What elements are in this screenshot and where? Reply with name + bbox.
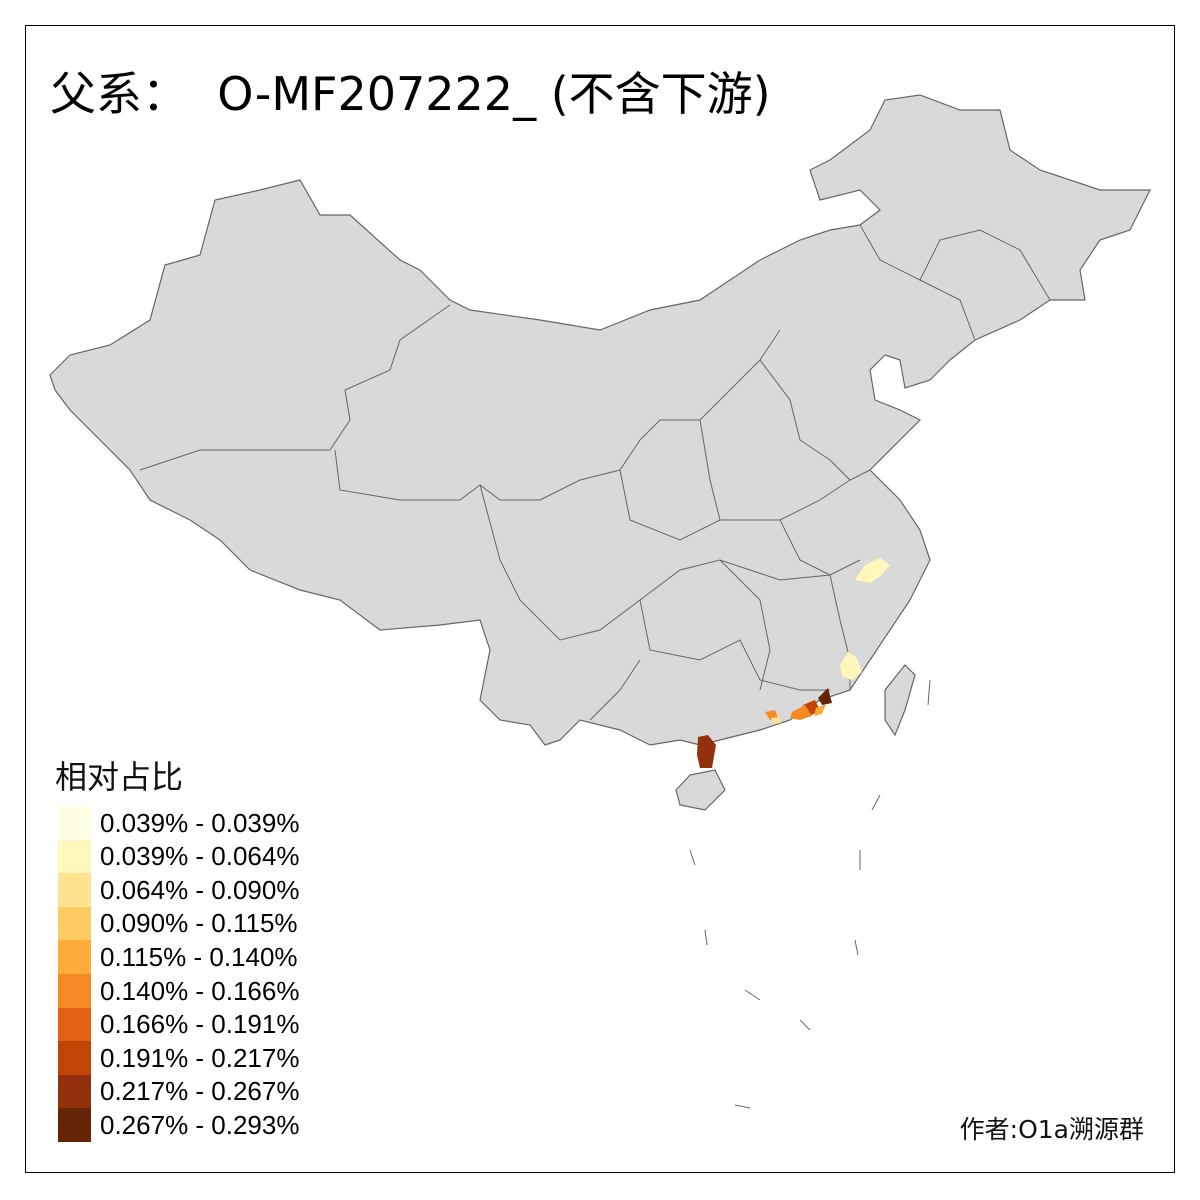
legend-item: 0.191% - 0.217%	[58, 1041, 300, 1076]
legend-item: 0.039% - 0.039%	[58, 806, 299, 840]
legend-swatch	[58, 839, 91, 874]
region-huizhou	[790, 705, 812, 720]
author-credit: 作者:O1a溯源群	[959, 1115, 1144, 1144]
province-borders	[139, 224, 1051, 721]
legend-label: 0.267% - 0.293%	[100, 1109, 300, 1140]
legend-label: 0.217% - 0.267%	[100, 1076, 300, 1107]
legend-title: 相对占比	[55, 758, 184, 796]
china-mainland	[49, 94, 1151, 746]
legend-item: 0.166% - 0.191%	[58, 1007, 300, 1042]
legend-label: 0.064% - 0.090%	[100, 874, 300, 905]
legend-swatch	[58, 1108, 91, 1143]
legend-swatch	[58, 1007, 91, 1042]
taiwan-island	[884, 664, 916, 737]
legend-label: 0.140% - 0.166%	[100, 975, 300, 1006]
legend-item: 0.267% - 0.293%	[58, 1108, 300, 1143]
legend-swatch	[58, 906, 91, 941]
legend-swatch	[58, 806, 91, 840]
legend-item: 0.090% - 0.115%	[58, 906, 298, 941]
region-shanwei	[814, 704, 826, 716]
legend-swatch	[58, 974, 91, 1008]
figure-border	[25, 25, 1175, 1173]
legend-item: 0.140% - 0.166%	[58, 974, 299, 1008]
data-regions	[697, 558, 890, 768]
region-guangzhou	[765, 710, 778, 720]
region-leizhou	[697, 735, 716, 768]
legend-swatch	[58, 1074, 91, 1109]
legend-label: 0.090% - 0.115%	[100, 908, 298, 939]
legend-item: 0.064% - 0.090%	[58, 873, 300, 908]
legend-item: 0.115% - 0.140%	[58, 940, 298, 975]
legend-label: 0.115% - 0.140%	[100, 941, 298, 972]
legend-item: 0.217% - 0.267%	[58, 1074, 300, 1109]
legend-label: 0.191% - 0.217%	[100, 1042, 300, 1073]
legend-swatch	[58, 940, 91, 975]
legend-swatch	[58, 873, 91, 908]
region-zhongshan	[771, 717, 781, 724]
legend-item: 0.039% - 0.064%	[58, 839, 300, 874]
south-china-sea-islands	[689, 679, 931, 1109]
region-zhejiang	[855, 558, 890, 583]
legend-label: 0.039% - 0.039%	[100, 807, 300, 838]
region-fujian	[840, 652, 862, 680]
legend-swatch	[58, 1041, 91, 1076]
region-chaoshan	[818, 688, 832, 705]
map-title: 父系： O-MF207222_ (不含下游)	[50, 67, 771, 121]
hainan-island	[675, 769, 726, 811]
legend-label: 0.166% - 0.191%	[100, 1009, 300, 1040]
legend-label: 0.039% - 0.064%	[100, 841, 300, 872]
